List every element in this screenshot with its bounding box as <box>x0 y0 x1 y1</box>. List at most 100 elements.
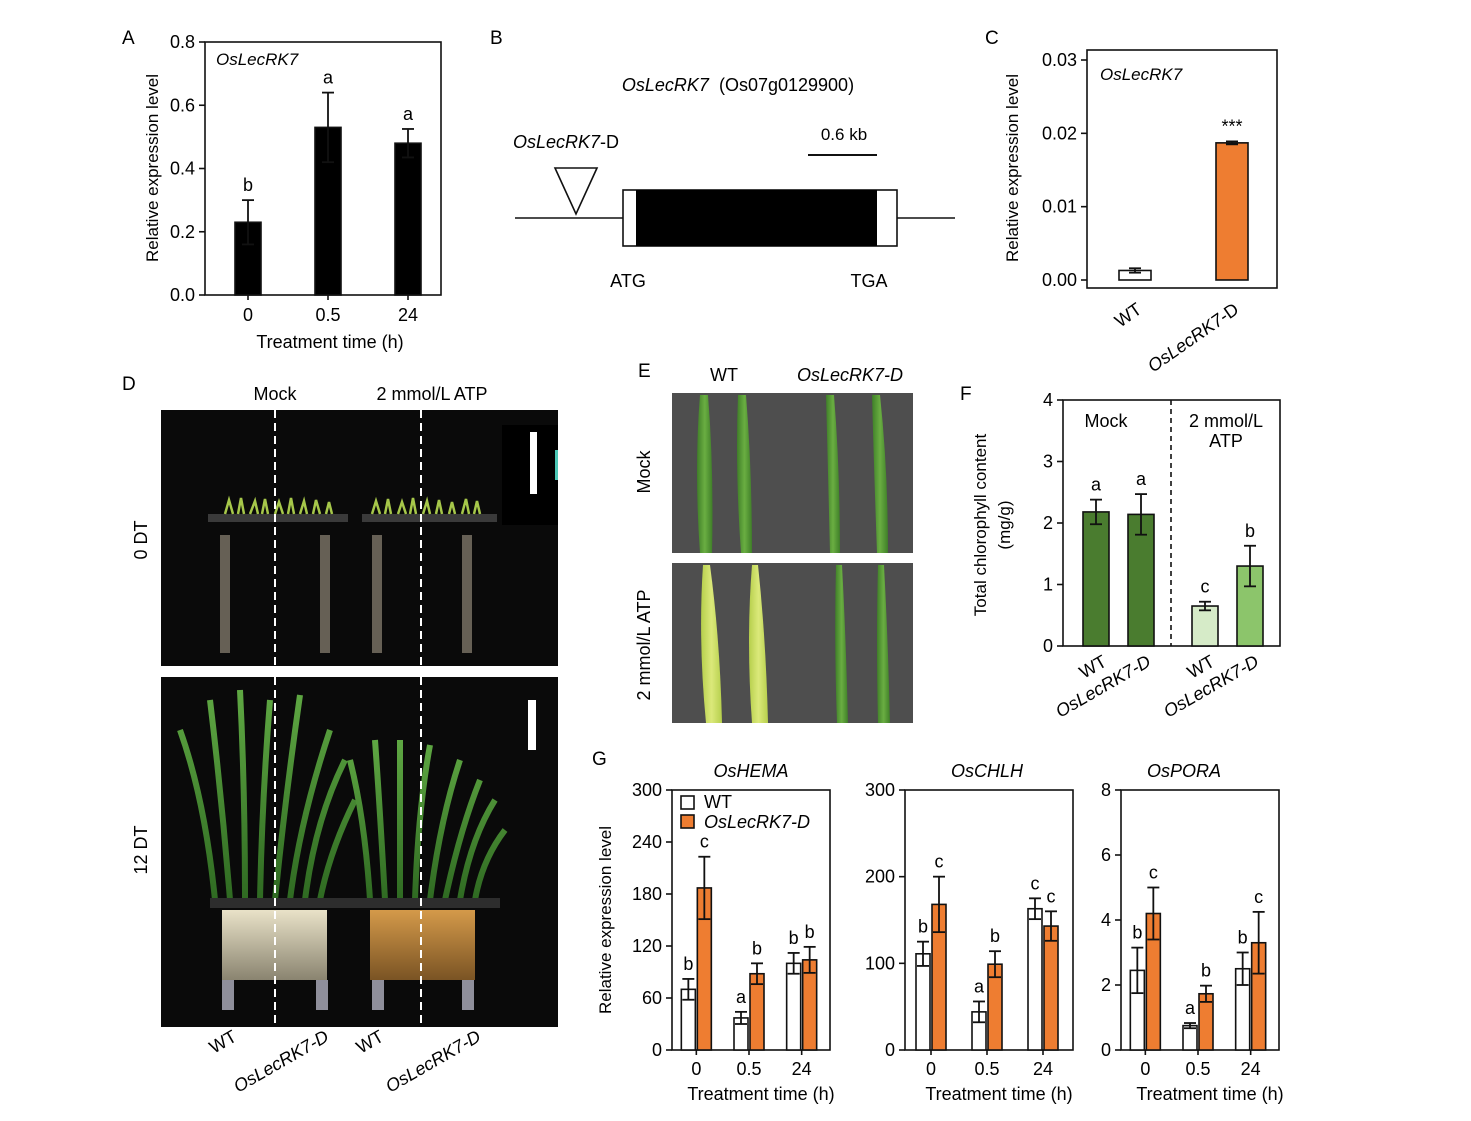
panel-g-1-bar-1-0-sig-letter: a <box>974 976 985 996</box>
panel-g-1-bar-1-1-sig-letter: b <box>990 926 1000 946</box>
start-codon-label: ATG <box>610 271 646 291</box>
legend-label-mutant: OsLecRK7-D <box>704 812 810 832</box>
panel-g-legend: WT OsLecRK7-D <box>680 792 810 832</box>
panel-letter-b: B <box>490 28 503 49</box>
panel-g-2-xtick-label-2: 24 <box>1241 1059 1261 1079</box>
panel-c-axes-frame <box>1086 49 1278 289</box>
panel-c-xtick-wt: WT <box>1111 299 1145 331</box>
panel-e-row-label-mock: Mock <box>634 450 654 494</box>
panel-a-gene-title: OsLecRK7 <box>216 50 299 69</box>
panel-c-yticks: 0.00 0.01 0.02 0.03 <box>1042 50 1087 290</box>
panel-g-0-bar-0-1-sig-letter: c <box>700 832 709 852</box>
gene-model-title: OsLecRK7 (Os07g0129900) <box>622 75 854 95</box>
insertion-label: OsLecRK7-D <box>513 132 619 152</box>
panel-c-ylabel: Relative expression level <box>1003 74 1022 262</box>
panel-g-subplot-title-0: OsHEMA <box>713 761 788 781</box>
panel-g-2-ytick-label-0: 0 <box>1101 1040 1111 1060</box>
leaf-mock-wt-2 <box>737 395 752 553</box>
panel-f-ylabel-line1: Total chlorophyll content <box>971 434 990 617</box>
panel-a-xlabel: Treatment time (h) <box>256 332 403 352</box>
panel-g-ylabel: Relative expression level <box>596 826 615 1014</box>
panel-letter-c: C <box>985 28 999 49</box>
panel-a-ylabel: Relative expression level <box>143 74 162 262</box>
panel-a-bar-1-sig-letter: a <box>323 68 334 88</box>
photo-0dt-stand-leg-1 <box>220 535 230 653</box>
panel-f-bar-2-sig-letter: c <box>1201 577 1210 597</box>
panel-c-ytick-label-3: 0.03 <box>1042 50 1077 70</box>
panel-a: A OsLecRK7 Relative expression level Tre… <box>122 28 442 352</box>
panel-g-2-xtick-label-0: 0 <box>1140 1059 1150 1079</box>
panel-g-0-ytick-label-3: 180 <box>632 884 662 904</box>
panel-d-row-label-0dt: 0 DT <box>131 520 151 559</box>
photo-0dt-seedlings-atp <box>370 496 482 515</box>
panel-g-1-ytick-label-2: 200 <box>865 867 895 887</box>
panel-f-bar-0-sig-letter: a <box>1091 475 1102 495</box>
panel-a-bar-0-sig-letter: b <box>243 175 253 195</box>
panel-d-genotype-4: OsLecRK7-D <box>382 1026 484 1096</box>
panel-c-gene-title: OsLecRK7 <box>1100 65 1183 84</box>
photo-0dt-stand-leg-3 <box>372 535 382 653</box>
panel-c-bars: *** <box>1118 116 1249 281</box>
panel-g-0-ytick-label-2: 120 <box>632 936 662 956</box>
panel-g-1-bar-2-0 <box>1027 907 1043 1051</box>
scale-bar-label: 0.6 kb <box>821 125 867 144</box>
panel-c: C OsLecRK7 Relative expression level 0.0… <box>985 28 1278 376</box>
panel-g-2-ytick-label-1: 2 <box>1101 975 1111 995</box>
leaf-mock-mutant-2 <box>872 395 888 553</box>
panel-e-col-label-mutant: OsLecRK7-D <box>797 365 903 385</box>
photo-12dt-tray <box>210 898 500 908</box>
panel-f-group-mock: Mock <box>1084 411 1128 431</box>
panel-d-genotype-2: OsLecRK7-D <box>230 1026 332 1096</box>
photo-0dt-scale-bar <box>530 432 537 494</box>
panel-e: E WT OsLecRK7-D Mock 2 mmol/L ATP <box>634 361 913 723</box>
panel-g-0-xtick-label-1: 0.5 <box>736 1059 761 1079</box>
gene-model-title-gene: OsLecRK7 <box>622 75 710 95</box>
panel-g-1-xtick-label-0: 0 <box>926 1059 936 1079</box>
panel-f-ytick-label-0: 0 <box>1043 636 1053 656</box>
panel-c-significance: *** <box>1221 116 1242 136</box>
panel-a-xtick-label-0: 0 <box>243 305 253 325</box>
panel-f-ytick-label-2: 2 <box>1043 513 1053 533</box>
panel-c-ytick-label-1: 0.01 <box>1042 197 1077 217</box>
t-dna-insertion-triangle <box>553 167 599 216</box>
photo-12dt-scale-bar <box>528 700 536 750</box>
panel-g-0-xlabel: Treatment time (h) <box>687 1084 834 1104</box>
panel-g-2-ytick-label-2: 4 <box>1101 910 1111 930</box>
panel-g-2-bar-2-0-sig-letter: b <box>1238 928 1248 948</box>
panel-g-0-xtick-label-2: 24 <box>792 1059 812 1079</box>
panel-g-2-xtick-label-1: 0.5 <box>1185 1059 1210 1079</box>
insertion-label-suffix: -D <box>600 132 619 152</box>
leaf-mock-wt-1 <box>697 395 713 553</box>
panel-f: F Mock 2 mmol/L ATP Total chlorophyll co… <box>960 384 1281 721</box>
panel-a-ytick-label-2: 0.4 <box>170 159 195 179</box>
panel-f-bar-1 <box>1127 513 1155 647</box>
panel-g-2-bar-1-1-sig-letter: b <box>1201 961 1211 981</box>
panel-f-bar-0 <box>1082 511 1110 647</box>
gene-model-title-id: (Os07g0129900) <box>719 75 854 95</box>
legend-swatch-mutant <box>680 814 695 829</box>
panel-d-col-label-atp: 2 mmol/L ATP <box>376 384 487 404</box>
panel-g-2-bar-0-1-sig-letter: c <box>1149 863 1158 883</box>
panel-letter-a: A <box>122 28 135 49</box>
leaf-atp-wt-1 <box>701 565 722 723</box>
panel-g-2-ytick-label-3: 6 <box>1101 845 1111 865</box>
panel-f-bars: a a c b <box>1082 469 1264 647</box>
panel-g-0-bar-2-0-sig-letter: b <box>789 928 799 948</box>
panel-a-ytick-label-1: 0.2 <box>170 222 195 242</box>
photo-12dt-leg-4 <box>462 980 474 1010</box>
photo-12dt-leg-3 <box>372 980 384 1010</box>
panel-g-1-bar-0-0 <box>915 952 931 1051</box>
panel-g-1-xlabel: Treatment time (h) <box>925 1084 1072 1104</box>
panel-a-ytick-label-3: 0.6 <box>170 95 195 115</box>
panel-a-bar-2-sig-letter: a <box>403 104 414 124</box>
panel-f-ytick-label-4: 4 <box>1043 390 1053 410</box>
panel-d-genotype-1: WT <box>206 1026 240 1057</box>
panel-g-2-bar-1-0 <box>1182 1024 1198 1051</box>
panel-g-0-bar-2-1-sig-letter: b <box>805 922 815 942</box>
panel-g-1-ytick-label-3: 300 <box>865 780 895 800</box>
photo-12dt-plants-atp <box>347 739 508 901</box>
photo-0dt-tray-left <box>208 514 348 522</box>
